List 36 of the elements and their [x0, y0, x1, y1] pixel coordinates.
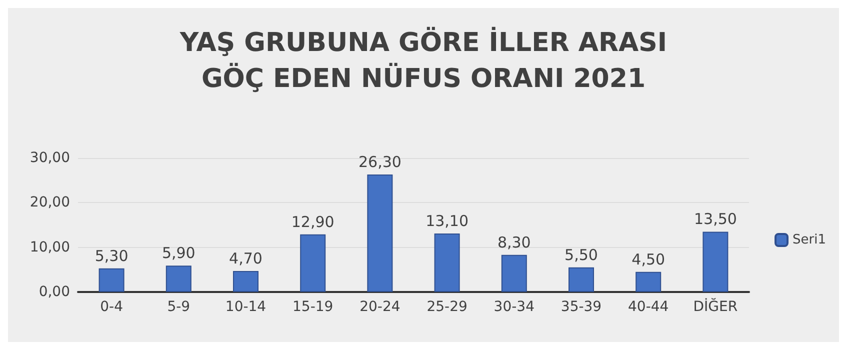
y-tick-label: 20,00 [30, 194, 70, 211]
x-tick-label: 40-44 [628, 299, 669, 315]
y-tick-label: 30,00 [30, 150, 70, 166]
data-label: 26,30 [358, 153, 402, 172]
bar [233, 271, 258, 292]
x-tick-label: 20-24 [360, 299, 400, 315]
bar [300, 234, 326, 292]
data-label: 4,50 [632, 250, 666, 268]
bar [501, 254, 527, 292]
x-tick-label: 15-19 [292, 299, 334, 315]
x-tick-label: 30-34 [494, 299, 535, 315]
data-label: 8,30 [497, 233, 531, 252]
data-label: 5,30 [94, 246, 128, 265]
x-tick-label: 10-14 [225, 299, 266, 315]
x-tick-label: 0-4 [100, 299, 124, 315]
y-tick-label: 10,00 [30, 239, 70, 256]
data-label: 12,90 [291, 212, 334, 231]
bar [434, 233, 460, 292]
bar [636, 272, 662, 292]
legend-label: Seri1 [792, 232, 826, 248]
y-tick-label: 0,00 [38, 284, 70, 300]
bar [98, 268, 124, 292]
data-label: 13,10 [426, 212, 469, 230]
x-tick-label: 25-29 [426, 299, 468, 315]
bar [166, 266, 192, 292]
bar [702, 232, 728, 292]
x-tick-label: 35-39 [560, 299, 602, 315]
data-label: 5,90 [162, 244, 196, 262]
data-label: 5,50 [564, 246, 598, 264]
data-label: 4,70 [229, 250, 262, 268]
bar [568, 267, 594, 292]
data-label: 13,50 [694, 210, 737, 228]
x-tick-label: 5-9 [167, 299, 190, 315]
bar [367, 174, 393, 292]
chart-title: YAŞ GRUBUNA GÖRE İLLER ARASI GÖÇ EDEN NÜFUS ORANI 2021 [178, 26, 668, 94]
x-tick-label: DİĞER [693, 298, 738, 315]
